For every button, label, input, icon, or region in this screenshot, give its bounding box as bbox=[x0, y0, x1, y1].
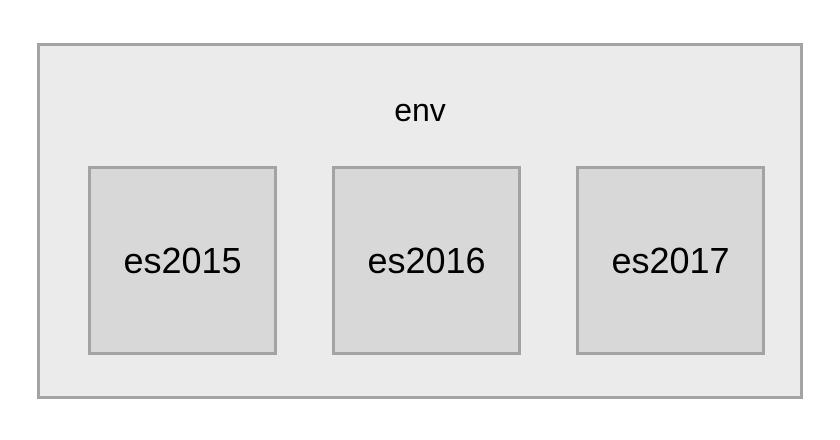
preset-box-es2015: es2015 bbox=[88, 166, 277, 355]
preset-label: es2015 bbox=[123, 239, 242, 281]
preset-box-es2016: es2016 bbox=[332, 166, 521, 355]
preset-box-es2017: es2017 bbox=[576, 166, 765, 355]
env-container: env es2015 es2016 es2017 bbox=[37, 43, 803, 399]
preset-label: es2017 bbox=[611, 239, 730, 281]
env-label: env bbox=[394, 92, 446, 128]
preset-label: es2016 bbox=[367, 239, 486, 281]
